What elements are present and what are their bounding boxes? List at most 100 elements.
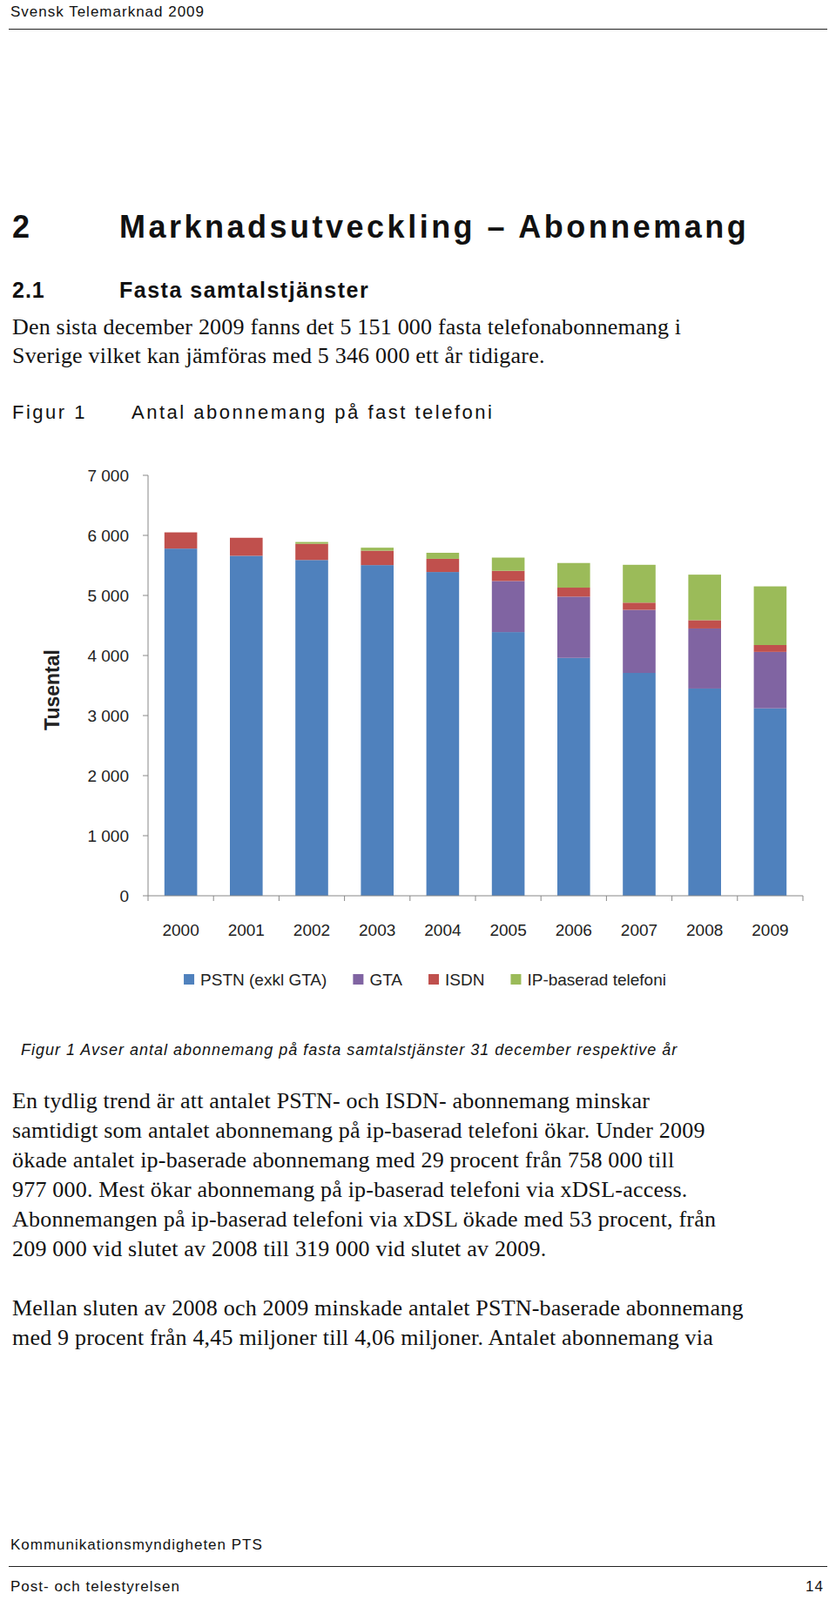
y-axis-label: Tusental xyxy=(40,649,64,731)
bar-segment xyxy=(557,563,591,588)
heading: Marknadsutveckling – Abonnemang xyxy=(119,211,749,243)
bar-segment xyxy=(295,542,329,545)
bar-segment xyxy=(622,565,656,603)
bar-segment xyxy=(229,537,263,539)
x-tick xyxy=(606,896,607,902)
bar-segment xyxy=(754,586,788,646)
bar-segment xyxy=(295,544,329,561)
x-tick-label: 2005 xyxy=(489,921,526,940)
y-tick-label: 5 000 xyxy=(87,586,129,606)
paragraph-line: Sverige vilket kan jämföras med 5 346 00… xyxy=(12,344,546,368)
page-header: Svensk Telemarknad 2009 xyxy=(10,4,205,20)
legend-swatch xyxy=(352,974,364,985)
bar-segment xyxy=(687,574,722,621)
legend-label: PSTN (exkl GTA) xyxy=(200,970,327,990)
y-tick-label: 4 000 xyxy=(87,647,129,666)
bar-segment xyxy=(164,548,198,897)
footer-organisation: Kommunikationsmyndigheten PTS xyxy=(10,1537,263,1553)
legend-swatch xyxy=(428,974,439,985)
bar-segment xyxy=(360,565,394,897)
x-tick xyxy=(409,896,411,902)
x-tick-label: 2001 xyxy=(228,921,265,940)
y-tick-label: 1 000 xyxy=(87,827,129,846)
paragraph-line: med 9 procent från 4,45 miljoner till 4,… xyxy=(12,1327,714,1350)
bar-segment xyxy=(229,555,263,897)
bars xyxy=(164,532,787,897)
x-tick xyxy=(802,896,804,902)
figure-label: Figur 1 xyxy=(12,403,88,423)
y-tick xyxy=(142,775,149,777)
x-tick-label: 2009 xyxy=(751,921,789,940)
x-tick xyxy=(278,896,280,902)
paragraph-line: 209 000 vid slutet av 2008 till 319 000 … xyxy=(12,1238,547,1261)
bar-segment xyxy=(492,571,526,582)
bar-segment xyxy=(754,645,788,653)
bar-segment xyxy=(687,620,722,629)
bar-segment xyxy=(557,596,591,658)
y-tick xyxy=(142,715,149,717)
bar-segment xyxy=(557,587,591,597)
bar-segment xyxy=(426,572,460,897)
page: Svensk Telemarknad 2009 2 Marknadsutveckli… xyxy=(0,0,836,1600)
bar-segment xyxy=(687,688,722,897)
chart-title: Antal abonnemang på fast telefoni xyxy=(131,403,494,423)
y-tick-label: 6 000 xyxy=(87,526,129,546)
x-tick xyxy=(736,896,738,902)
legend: PSTN (exkl GTA)GTAISDNIP-baserad telefon… xyxy=(183,970,667,990)
bar-segment xyxy=(754,708,788,897)
y-tick-label: 2 000 xyxy=(87,767,129,786)
subheading-number: 2.1 xyxy=(12,279,46,302)
bar-segment xyxy=(492,580,526,633)
bar-segment xyxy=(164,532,198,533)
bar-segment xyxy=(754,652,788,709)
x-tick-label: 2008 xyxy=(686,921,723,940)
y-tick xyxy=(142,896,149,897)
bar-segment xyxy=(622,610,656,674)
paragraph-line: En tydlig trend är att antalet PSTN- och… xyxy=(12,1090,650,1113)
y-tick-label: 0 xyxy=(119,887,129,906)
bar-segment xyxy=(360,547,394,551)
x-tick-label: 2002 xyxy=(293,921,331,940)
x-tick-label: 2004 xyxy=(424,921,462,940)
chart: 01 0002 0003 0004 0005 0006 0007 000Tuse… xyxy=(0,0,836,1600)
y-tick xyxy=(142,475,149,477)
bar-segment xyxy=(229,538,263,557)
paragraph-line: Abonnemangen på ip-baserad telefoni via … xyxy=(12,1208,716,1232)
bar-segment xyxy=(360,551,394,567)
y-tick xyxy=(142,595,149,597)
paragraph-line: Den sista december 2009 fanns det 5 151 … xyxy=(12,316,681,339)
footer-rule xyxy=(8,1566,828,1568)
bar-segment xyxy=(295,559,329,897)
bar-segment xyxy=(622,602,656,610)
header-rule xyxy=(8,28,828,30)
y-tick xyxy=(142,535,149,537)
legend-swatch xyxy=(510,974,521,985)
page-body: Svensk Telemarknad 2009 2 Marknadsutveckli… xyxy=(0,0,836,1600)
paragraph-line: ökade antalet ip-baserade abonnemang med… xyxy=(12,1149,675,1173)
x-tick xyxy=(540,896,542,902)
x-tick-label: 2006 xyxy=(555,921,593,940)
x-tick-label: 2003 xyxy=(358,921,396,940)
x-tick xyxy=(343,896,345,902)
paragraph-line: Mellan sluten av 2008 och 2009 minskade … xyxy=(12,1297,744,1321)
bar-segment xyxy=(426,559,460,573)
bar-segment xyxy=(557,658,591,897)
y-axis xyxy=(148,475,149,897)
bar-segment xyxy=(492,632,526,897)
legend-label: ISDN xyxy=(444,970,485,990)
subheading: Fasta samtalstjänster xyxy=(119,279,370,302)
x-tick xyxy=(213,896,215,902)
figure-caption: Figur 1 Avser antal abonnemang på fasta … xyxy=(20,1042,678,1059)
x-tick xyxy=(475,896,477,902)
heading-number: 2 xyxy=(12,211,30,243)
y-tick-label: 3 000 xyxy=(87,707,129,726)
x-tick xyxy=(671,896,673,902)
page-number: 14 xyxy=(805,1579,824,1595)
bar-segment xyxy=(164,532,198,550)
legend-label: GTA xyxy=(369,970,403,990)
legend-swatch xyxy=(183,974,195,985)
y-tick xyxy=(142,655,149,657)
x-tick-label: 2007 xyxy=(620,921,658,940)
x-tick-label: 2000 xyxy=(161,921,199,940)
bar-segment xyxy=(687,628,722,689)
